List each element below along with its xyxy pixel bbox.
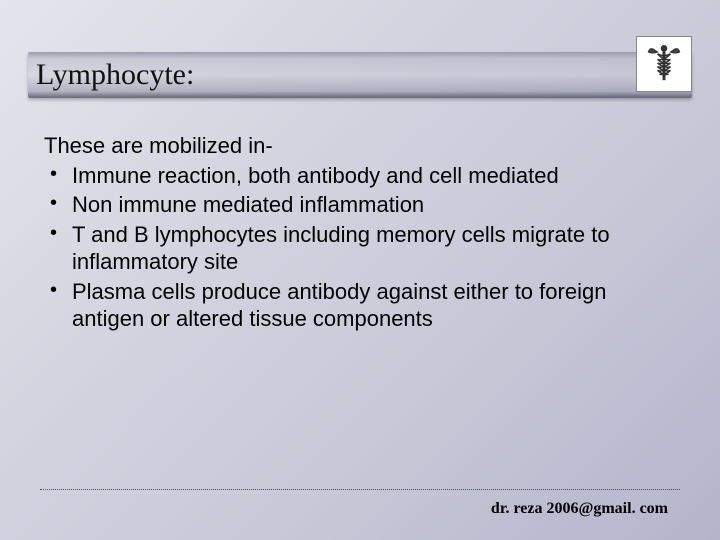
footer-email: dr. reza 2006@gmail. com [491,500,668,518]
bullet-text: Plasma cells produce antibody against ei… [72,279,606,332]
bullet-text: T and B lymphocytes including memory cel… [72,222,610,275]
caduceus-icon [636,36,692,92]
intro-text: These are mobilized in- [44,132,676,160]
bullet-text: Immune reaction, both antibody and cell … [72,163,559,188]
bullet-list: Immune reaction, both antibody and cell … [44,162,676,333]
list-item: T and B lymphocytes including memory cel… [44,221,676,276]
body-content: These are mobilized in- Immune reaction,… [44,132,676,335]
list-item: Plasma cells produce antibody against ei… [44,278,676,333]
title-bar: Lymphocyte: [28,52,692,98]
list-item: Non immune mediated inflammation [44,191,676,219]
slide: Lymphocyte: These are mobilized in- Immu… [0,0,720,540]
list-item: Immune reaction, both antibody and cell … [44,162,676,190]
footer-divider [40,489,680,490]
slide-title: Lymphocyte: [36,58,194,92]
bullet-text: Non immune mediated inflammation [72,192,424,217]
